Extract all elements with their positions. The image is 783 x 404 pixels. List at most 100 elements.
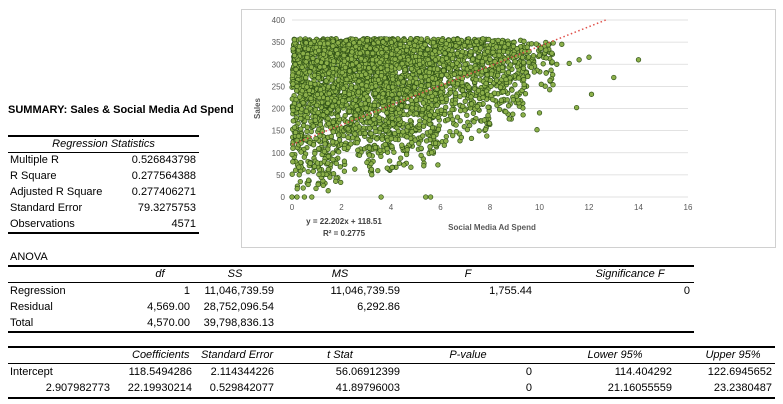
y-tick-label: 50	[276, 171, 285, 180]
data-point	[588, 91, 595, 97]
data-point	[449, 61, 456, 68]
data-point	[474, 103, 480, 110]
data-point	[333, 178, 339, 184]
data-point	[396, 160, 402, 166]
data-point	[409, 129, 415, 135]
coef-standard-error: 2.114344226	[210, 366, 274, 378]
data-point	[530, 53, 537, 59]
data-point	[521, 81, 527, 88]
data-point	[353, 43, 359, 50]
x-tick-label: 14	[634, 203, 643, 212]
data-point	[504, 97, 510, 103]
data-point	[514, 46, 520, 52]
data-point	[300, 100, 306, 106]
data-point	[404, 88, 410, 94]
data-point	[340, 85, 347, 91]
data-point	[512, 82, 518, 88]
data-point	[335, 113, 341, 119]
data-point	[315, 181, 321, 188]
data-point	[305, 177, 312, 183]
data-point	[394, 47, 400, 53]
data-point	[389, 164, 395, 171]
data-point	[443, 138, 449, 144]
data-point	[317, 86, 324, 93]
data-point	[315, 75, 321, 81]
data-point	[384, 165, 390, 171]
data-point	[294, 186, 300, 192]
data-point	[380, 91, 386, 97]
data-point	[289, 72, 296, 78]
data-point	[486, 120, 493, 126]
data-point	[430, 40, 437, 46]
anova-ms: 11,046,739.59	[330, 285, 400, 297]
data-point	[479, 59, 486, 65]
data-point	[342, 64, 349, 71]
data-point	[373, 47, 379, 53]
data-point	[355, 147, 361, 153]
data-point	[368, 166, 375, 173]
data-point	[399, 61, 405, 67]
data-point	[330, 156, 336, 163]
data-point	[364, 159, 370, 166]
regstats-header: Regression Statistics	[52, 138, 155, 150]
data-point	[369, 57, 376, 63]
data-point	[547, 87, 553, 93]
data-point	[549, 59, 555, 65]
data-point	[485, 112, 491, 119]
data-point	[422, 42, 428, 48]
data-point	[413, 38, 419, 44]
data-point	[313, 135, 319, 142]
data-point	[289, 194, 295, 200]
data-point	[326, 90, 332, 97]
data-point	[373, 128, 379, 135]
data-point	[356, 78, 362, 84]
data-point	[434, 66, 441, 72]
data-point	[293, 96, 299, 103]
data-point	[485, 48, 491, 55]
regstats-label: Standard Error	[10, 202, 83, 214]
data-point	[439, 95, 445, 101]
coef-header-standard-error: Standard Error	[201, 349, 274, 361]
data-point	[538, 81, 544, 87]
data-point	[327, 174, 333, 180]
data-point	[317, 40, 323, 47]
regstats-bottom-border	[8, 232, 199, 234]
data-point	[468, 94, 474, 100]
data-point	[298, 126, 304, 132]
data-point	[413, 97, 419, 103]
data-point	[290, 81, 296, 87]
data-point	[407, 117, 414, 124]
data-point	[389, 92, 395, 98]
coef-p-value: 0	[525, 366, 532, 378]
data-point	[406, 40, 413, 47]
data-point	[317, 121, 323, 128]
data-point	[432, 111, 438, 118]
data-point	[375, 39, 381, 45]
data-point	[420, 106, 426, 113]
data-point	[409, 105, 415, 111]
data-point	[500, 89, 506, 95]
data-point	[520, 112, 526, 118]
data-point	[293, 88, 300, 94]
data-point	[365, 114, 371, 121]
data-point	[421, 119, 428, 125]
data-point	[417, 86, 423, 93]
data-point	[341, 52, 347, 59]
coef-upper-95: 122.6945652	[707, 366, 772, 378]
data-point	[440, 62, 447, 69]
data-point	[442, 50, 448, 56]
data-point	[475, 88, 482, 94]
data-point	[423, 194, 429, 200]
anova-header-ms: MS	[331, 268, 349, 280]
data-point	[464, 39, 471, 45]
data-point	[420, 123, 427, 129]
data-point	[404, 104, 410, 110]
data-point	[304, 128, 310, 135]
anova-title: ANOVA	[10, 251, 48, 263]
data-point	[531, 69, 537, 75]
data-point	[303, 92, 309, 98]
data-point	[325, 84, 332, 90]
data-point	[408, 164, 414, 170]
data-point	[369, 172, 375, 178]
data-point	[457, 118, 463, 124]
